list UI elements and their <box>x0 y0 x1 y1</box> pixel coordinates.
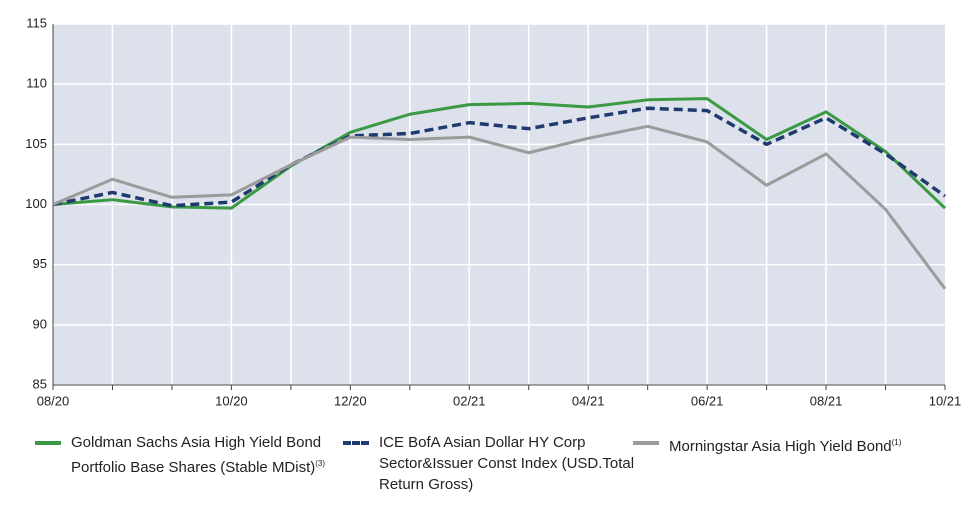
y-tick-label: 85 <box>33 376 47 391</box>
series-line <box>52 97 947 210</box>
series-line <box>52 106 947 208</box>
series-line <box>52 124 947 290</box>
y-tick-label: 100 <box>25 196 47 211</box>
legend-name: ICE BofA Asian Dollar HY Corp Sector&Iss… <box>379 434 635 493</box>
y-tick-label: 105 <box>25 136 47 151</box>
legend-label: ICE BofA Asian Dollar HY Corp Sector&Iss… <box>379 432 641 495</box>
legend-item: ICE BofA Asian Dollar HY Corp Sector&Iss… <box>343 432 641 495</box>
legend-item: Goldman Sachs Asia High Yield Bond Portf… <box>35 432 333 478</box>
x-tick-label: 08/20 <box>37 393 70 408</box>
footnote: (3) <box>315 459 326 468</box>
x-tick-label: 08/21 <box>810 393 843 408</box>
legend-label: Morningstar Asia High Yield Bond(1) <box>669 432 931 457</box>
y-tick-label: 115 <box>26 15 47 30</box>
legend-swatch <box>633 441 659 445</box>
x-tick-label: 12/20 <box>334 393 367 408</box>
x-tick-label: 10/20 <box>215 393 248 408</box>
footnote: (1) <box>891 438 902 447</box>
y-tick-label: 110 <box>26 76 47 91</box>
x-tick-label: 04/21 <box>572 393 605 408</box>
x-tick-label: 10/21 <box>929 393 962 408</box>
legend-swatch <box>35 441 61 445</box>
x-tick-label: 06/21 <box>691 393 724 408</box>
chart: 85 90 95 100 105 110 115 08/20 10/20 12/20 02/21 04… <box>25 15 962 408</box>
y-tick-label: 95 <box>33 256 47 271</box>
legend-label: Goldman Sachs Asia High Yield Bond Portf… <box>71 432 333 478</box>
x-tick-label: 02/21 <box>453 393 486 408</box>
legend-item: Morningstar Asia High Yield Bond(1) <box>633 432 931 457</box>
legend-name: Morningstar Asia High Yield Bond <box>669 438 892 455</box>
y-tick-label: 90 <box>33 316 47 331</box>
legend-swatch <box>343 441 369 445</box>
legend-name: Goldman Sachs Asia High Yield Bond Portf… <box>71 434 322 476</box>
